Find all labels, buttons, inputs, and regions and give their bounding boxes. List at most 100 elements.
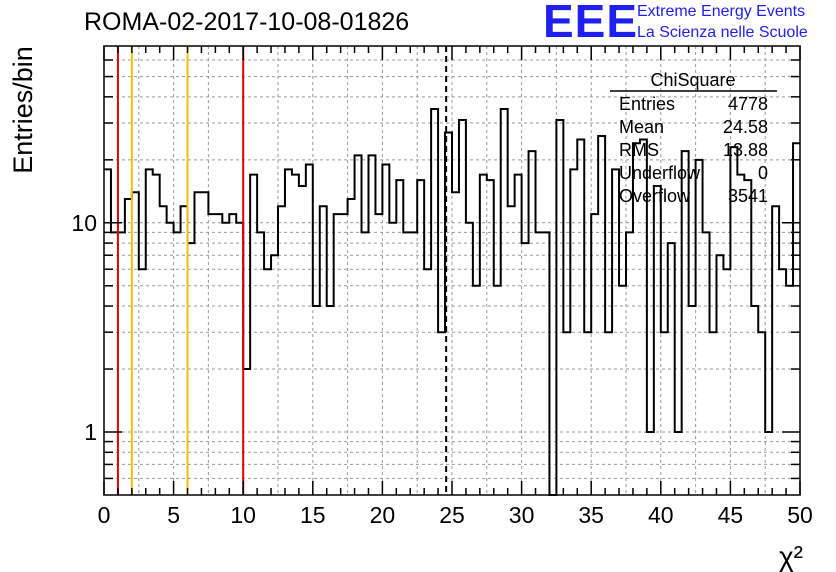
histogram-bin xyxy=(703,232,710,495)
y-axis-label: Entries/bin xyxy=(8,46,38,174)
histogram-bin xyxy=(299,186,306,495)
histogram-bin xyxy=(285,169,292,495)
stats-label-overflow: Overflow xyxy=(619,186,691,206)
histogram-bin xyxy=(320,206,327,495)
histogram-bin xyxy=(125,199,132,495)
histogram-bin xyxy=(201,192,208,495)
x-tick-label: 40 xyxy=(648,502,674,528)
histogram-bin xyxy=(765,432,772,495)
histogram-bin xyxy=(236,223,243,495)
histogram-bin xyxy=(271,255,278,495)
histogram-bin xyxy=(306,164,313,495)
histogram-bin xyxy=(508,206,515,495)
logo-subtitle-line2: La Scienza nelle Scuole xyxy=(637,24,808,41)
histogram-bin xyxy=(675,432,682,495)
histogram-bin xyxy=(598,136,605,495)
histogram-bin xyxy=(744,180,751,495)
stats-label-entries: Entries xyxy=(619,94,675,114)
logo-subtitle-line1: Extreme Energy Events xyxy=(637,3,806,20)
histogram-bin xyxy=(619,286,626,495)
histogram-bin xyxy=(167,223,174,495)
histogram-bin xyxy=(494,286,501,495)
histogram-bin xyxy=(194,192,201,495)
histogram-outline xyxy=(104,107,800,496)
histogram-bin xyxy=(257,232,264,495)
histogram-bin xyxy=(723,269,730,495)
axis-ticks xyxy=(103,46,801,495)
x-tick-label: 20 xyxy=(370,502,396,528)
histogram-bin xyxy=(208,214,215,495)
histogram-bin xyxy=(452,192,459,495)
histogram-bin xyxy=(188,243,195,495)
x-tick-label: 15 xyxy=(300,502,326,528)
y-tick-label: 10 xyxy=(71,210,97,236)
histogram-bin xyxy=(563,332,570,495)
histogram-bin xyxy=(153,175,160,495)
histogram-bin xyxy=(647,432,654,495)
x-tick-label: 25 xyxy=(439,502,465,528)
histogram-bin xyxy=(348,199,355,495)
stats-value-overflow: 3541 xyxy=(728,186,768,206)
x-tick-label: 50 xyxy=(787,502,813,528)
x-tick-label: 30 xyxy=(509,502,535,528)
histogram-bin xyxy=(438,332,445,495)
histogram-bin xyxy=(410,232,417,495)
histogram-bin xyxy=(118,232,125,495)
histogram-bin xyxy=(716,255,723,495)
histogram-bin xyxy=(264,269,271,495)
histogram-bin xyxy=(668,243,675,495)
eee-logo: EEE xyxy=(543,0,639,47)
histogram-bin xyxy=(612,169,619,495)
histogram-bin xyxy=(772,206,779,495)
histogram-bin xyxy=(466,223,473,495)
histogram-bin xyxy=(132,192,139,495)
histogram-bin xyxy=(522,243,529,495)
stats-value-underflow: 0 xyxy=(758,163,768,183)
histogram-bin xyxy=(577,140,584,495)
histogram-bin xyxy=(355,155,362,495)
histogram-bin xyxy=(146,169,153,495)
x-tick-label: 5 xyxy=(167,502,180,528)
histogram-bin xyxy=(751,306,758,495)
histogram-bin xyxy=(626,232,633,495)
histogram-bin xyxy=(403,232,410,495)
histogram-bin xyxy=(229,214,236,495)
histogram-bin xyxy=(111,232,118,495)
histogram-bin xyxy=(605,332,612,495)
stats-value-entries: 4778 xyxy=(728,94,768,114)
histogram-bin xyxy=(515,175,522,495)
histogram-bin xyxy=(536,232,543,495)
histogram-bin xyxy=(313,306,320,495)
histogram-bin xyxy=(327,306,334,495)
histogram-bin xyxy=(431,109,438,495)
histogram-bin xyxy=(501,109,508,495)
histogram-bin xyxy=(382,164,389,495)
histogram-bin xyxy=(696,160,703,495)
stats-box: ChiSquare Entries 4778 Mean 24.58 RMS 13… xyxy=(610,70,777,206)
histogram-bin xyxy=(556,120,563,495)
histogram-bin xyxy=(487,180,494,495)
histogram-bin xyxy=(334,214,341,495)
histogram-bin xyxy=(278,206,285,495)
histogram-bin xyxy=(174,232,181,495)
histogram-bin xyxy=(396,180,403,495)
x-tick-label: 35 xyxy=(578,502,604,528)
histogram-bin xyxy=(362,232,369,495)
histogram-bin xyxy=(779,269,786,495)
histogram-bin xyxy=(737,175,744,495)
histogram-bin xyxy=(160,206,167,495)
histogram-bin xyxy=(375,214,382,495)
histogram-bin xyxy=(417,180,424,495)
histogram-bin xyxy=(786,286,793,495)
x-tick-label: 0 xyxy=(98,502,111,528)
histogram-bin xyxy=(584,332,591,495)
histogram-bin xyxy=(480,175,487,495)
x-axis-label: χ² xyxy=(779,541,803,572)
x-tick-label: 10 xyxy=(230,502,256,528)
histogram-bin xyxy=(181,206,188,495)
histogram-bin xyxy=(661,332,668,495)
histogram-bin xyxy=(591,214,598,495)
x-tick-label: 45 xyxy=(718,502,744,528)
